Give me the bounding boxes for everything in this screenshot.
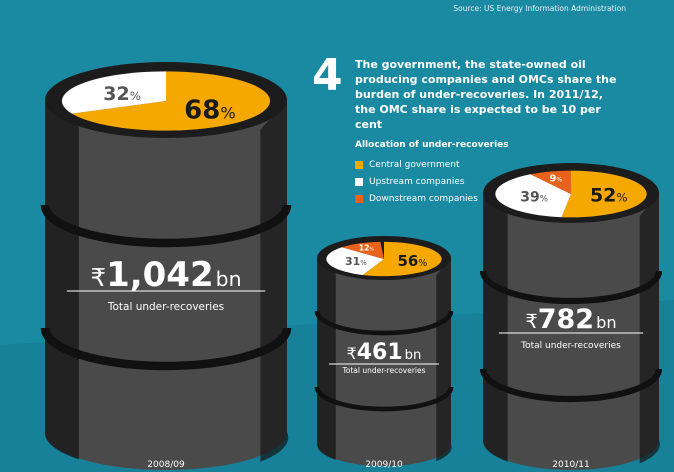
pie-slice-central-government: [71, 71, 271, 131]
pie-slice-central-government: [362, 241, 442, 277]
barrel-body: [317, 258, 451, 466]
barrel-1: 68% 32% ₹1,042bn Total under-recoveries 2008…: [40, 62, 292, 470]
barrel-hoop-1: [314, 310, 454, 336]
pie-label-central-government: 68%: [184, 95, 236, 125]
barrel-shade-right: [639, 193, 660, 464]
source-note: Source: US Energy Information Administra…: [453, 4, 626, 13]
barrel-shade-right: [436, 258, 452, 462]
legend-swatch-central: [355, 160, 363, 169]
pie-label-upstream-companies: 32%: [103, 83, 141, 105]
year-label: 2008/09: [147, 460, 185, 470]
barrel-shade-left: [316, 258, 336, 460]
barrel-hoop-2: [314, 386, 454, 412]
pie-slice-upstream-companies: [61, 71, 167, 114]
pie-slice-downstream-companies: [530, 170, 571, 194]
note-number: 4: [312, 50, 343, 101]
note-text: The government, the state-owned oil prod…: [355, 58, 617, 131]
pie-slice-downstream-companies: [341, 241, 384, 259]
legend-item-central: Central government: [355, 156, 478, 173]
total-amount: ₹782 bn: [525, 304, 616, 335]
legend-item-downstream: Downstream companies: [355, 190, 478, 207]
total-label: Total under-recoveries: [107, 301, 224, 313]
barrel-shade-right: [260, 100, 289, 462]
legend-label-upstream: Upstream companies: [369, 176, 465, 187]
legend-label-central: Central government: [369, 159, 460, 170]
barrel-hoop-2: [40, 327, 292, 371]
barrel-hoop-1: [479, 270, 663, 305]
pie-label-central-government: 52%: [590, 185, 628, 207]
total-label: Total under-recoveries: [341, 366, 425, 375]
pie-slice-upstream-companies: [326, 247, 384, 275]
total-amount: ₹1,042bn: [91, 255, 242, 295]
legend-title: Allocation of under-recoveries: [355, 140, 509, 150]
total-label: Total under-recoveries: [520, 341, 621, 351]
year-label: 2010/11: [552, 460, 589, 470]
pie-label-central-government: 56%: [397, 252, 427, 270]
legend-swatch-downstream: [355, 194, 363, 203]
barrel-shade-left: [482, 193, 508, 462]
barrel-hoop-2: [479, 368, 663, 403]
pie-slice-upstream-companies: [495, 174, 571, 218]
pie-label-upstream-companies: 39%: [520, 190, 548, 206]
barrel-3: 52% 39%9% ₹782 bn Total under-recoveries 2010…: [479, 163, 663, 470]
legend-swatch-upstream: [355, 177, 363, 186]
barrel-shade-left: [44, 100, 79, 460]
pie-label-upstream-companies: 31%: [345, 255, 367, 268]
barrel-hoop-1: [40, 204, 292, 248]
pie-label-downstream-companies: 12%: [359, 244, 375, 253]
pie-slice-central-government: [561, 170, 647, 218]
legend: Central government Upstream companies Do…: [355, 156, 478, 207]
legend-label-downstream: Downstream companies: [369, 193, 478, 204]
barrel-body: [45, 100, 287, 470]
year-label: 2009/10: [365, 460, 403, 470]
pie-label-downstream-companies: 9%: [550, 173, 563, 184]
legend-item-upstream: Upstream companies: [355, 173, 478, 190]
barrel-body: [483, 193, 659, 470]
total-amount: ₹461 bn: [347, 340, 422, 365]
